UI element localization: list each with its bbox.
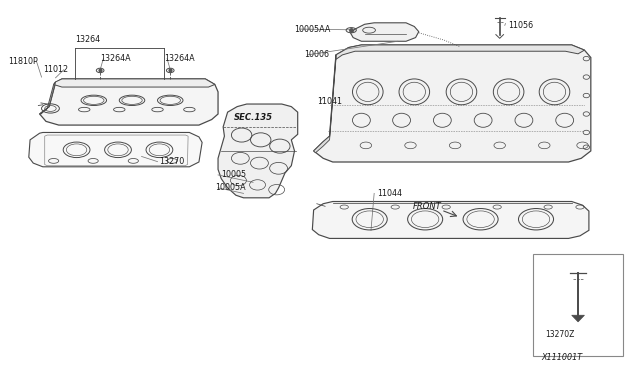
Polygon shape [218, 104, 298, 198]
Text: 13264: 13264 [75, 35, 100, 44]
Text: 11044: 11044 [378, 189, 403, 198]
Text: 11810P: 11810P [8, 57, 38, 66]
Text: 13264A: 13264A [100, 54, 131, 63]
Text: 10005AA: 10005AA [294, 25, 331, 33]
Polygon shape [314, 55, 336, 153]
Polygon shape [29, 132, 202, 167]
Polygon shape [314, 45, 591, 162]
Text: FRONT: FRONT [412, 202, 441, 211]
Polygon shape [40, 79, 218, 125]
Text: 11041: 11041 [317, 97, 342, 106]
Text: 11012: 11012 [43, 65, 68, 74]
Text: 10005A: 10005A [215, 183, 246, 192]
Text: 10005: 10005 [221, 170, 246, 179]
Polygon shape [351, 23, 419, 41]
Polygon shape [572, 315, 584, 322]
Polygon shape [54, 79, 215, 87]
Polygon shape [40, 82, 56, 114]
Polygon shape [312, 202, 589, 238]
Polygon shape [336, 45, 584, 60]
Text: 13270: 13270 [159, 157, 185, 166]
Text: 13264A: 13264A [164, 54, 195, 63]
Text: 13270Z: 13270Z [545, 330, 575, 339]
Text: 11056: 11056 [508, 21, 533, 30]
Text: 10006: 10006 [304, 51, 329, 60]
Text: X111001T: X111001T [541, 353, 582, 362]
Text: SEC.135: SEC.135 [234, 113, 273, 122]
